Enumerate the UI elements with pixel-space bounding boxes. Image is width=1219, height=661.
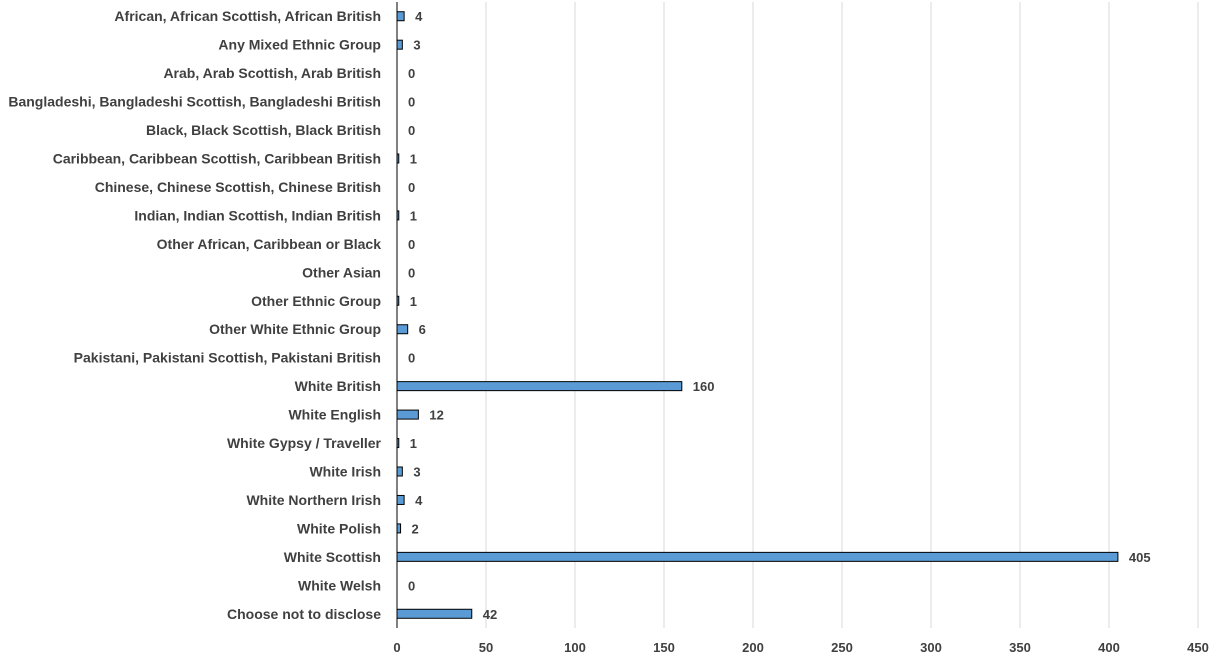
category-label: Other African, Caribbean or Black bbox=[157, 236, 382, 252]
data-label: 42 bbox=[483, 607, 497, 622]
bar bbox=[396, 551, 1119, 562]
category-label: Bangladeshi, Bangladeshi Scottish, Bangl… bbox=[8, 94, 381, 110]
category-label: Chinese, Chinese Scottish, Chinese Briti… bbox=[95, 179, 381, 195]
bar bbox=[396, 39, 403, 50]
category-label: White Welsh bbox=[298, 577, 381, 593]
x-tick-label: 450 bbox=[1187, 640, 1209, 655]
bar bbox=[396, 409, 419, 420]
x-tick-label: 0 bbox=[393, 640, 400, 655]
category-label: Choose not to disclose bbox=[227, 606, 381, 622]
bar bbox=[396, 608, 473, 619]
category-label: Caribbean, Caribbean Scottish, Caribbean… bbox=[53, 151, 381, 167]
category-label: White Polish bbox=[297, 520, 381, 536]
category-label: White Irish bbox=[309, 464, 381, 480]
category-label: White Gypsy / Traveller bbox=[227, 435, 382, 451]
category-label: Arab, Arab Scottish, Arab British bbox=[163, 65, 381, 81]
data-label: 3 bbox=[413, 465, 420, 480]
x-tick-label: 200 bbox=[742, 640, 764, 655]
category-label: Indian, Indian Scottish, Indian British bbox=[134, 207, 381, 223]
category-labels: African, African Scottish, African Briti… bbox=[8, 8, 381, 622]
category-label: Other Ethnic Group bbox=[251, 293, 381, 309]
x-tick-label: 100 bbox=[564, 640, 586, 655]
bar bbox=[396, 11, 405, 22]
data-label: 0 bbox=[408, 180, 415, 195]
category-label: White English bbox=[288, 407, 381, 423]
x-tick-label: 250 bbox=[831, 640, 853, 655]
data-label: 4 bbox=[415, 9, 423, 24]
bar bbox=[396, 494, 405, 505]
category-label: Pakistani, Pakistani Scottish, Pakistani… bbox=[74, 350, 381, 366]
bar bbox=[396, 381, 683, 392]
bar bbox=[396, 466, 403, 477]
data-label: 4 bbox=[415, 493, 423, 508]
bar bbox=[396, 324, 409, 335]
gridlines bbox=[485, 2, 1199, 628]
data-label: 1 bbox=[410, 436, 417, 451]
category-label: Any Mixed Ethnic Group bbox=[218, 37, 381, 53]
category-label: Other White Ethnic Group bbox=[209, 321, 381, 337]
data-label: 0 bbox=[408, 95, 415, 110]
data-label: 0 bbox=[408, 578, 415, 593]
data-label: 2 bbox=[412, 521, 419, 536]
data-label: 0 bbox=[408, 351, 415, 366]
category-label: White British bbox=[295, 378, 381, 394]
data-label: 0 bbox=[408, 123, 415, 138]
data-label: 1 bbox=[410, 294, 417, 309]
data-label: 12 bbox=[429, 408, 443, 423]
data-label: 160 bbox=[693, 379, 715, 394]
data-label: 405 bbox=[1129, 550, 1151, 565]
x-tick-label: 50 bbox=[479, 640, 493, 655]
x-axis-tick-labels: 0 50 100 150 200 250 300 350 400 450 bbox=[393, 640, 1208, 655]
data-label: 0 bbox=[408, 237, 415, 252]
category-label: White Scottish bbox=[284, 549, 381, 565]
category-label: White Northern Irish bbox=[246, 492, 381, 508]
bar bbox=[396, 523, 402, 534]
bars bbox=[396, 11, 1119, 619]
data-label: 3 bbox=[413, 38, 420, 53]
data-label: 1 bbox=[410, 152, 417, 167]
x-tick-label: 300 bbox=[920, 640, 942, 655]
category-label: Other Asian bbox=[302, 264, 381, 280]
x-tick-label: 400 bbox=[1098, 640, 1120, 655]
category-label: Black, Black Scottish, Black British bbox=[146, 122, 381, 138]
data-label: 6 bbox=[419, 322, 426, 337]
x-tick-label: 150 bbox=[653, 640, 675, 655]
data-label: 1 bbox=[410, 208, 417, 223]
x-tick-label: 350 bbox=[1009, 640, 1031, 655]
data-label: 0 bbox=[408, 265, 415, 280]
data-label: 0 bbox=[408, 66, 415, 81]
category-label: African, African Scottish, African Briti… bbox=[114, 8, 381, 24]
